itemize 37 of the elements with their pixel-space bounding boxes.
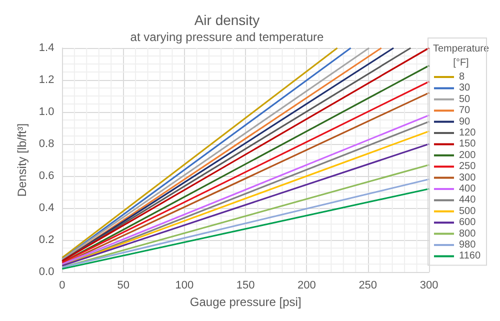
legend-label: 50 [459,94,471,105]
legend-label: 70 [459,105,471,116]
legend-label: 300 [459,172,476,184]
x-axis-title: Gauge pressure [psi] [190,295,302,309]
x-tick-label: 300 [420,280,438,292]
y-tick-label: 0.0 [38,266,54,278]
x-tick-label: 200 [298,280,316,292]
x-tick-label: 0 [59,280,66,292]
legend-title: Temperature [°F] [432,44,490,68]
legend-label: 90 [459,116,471,128]
legend-label: 250 [459,161,476,172]
legend-label: 150 [459,138,476,150]
legend-label: 440 [459,194,476,206]
y-tick-label: 0.4 [38,202,54,214]
y-tick-label: 1.4 [38,42,54,54]
chart-subtitle: at varying pressure and temperature [130,30,324,44]
legend-label: 120 [459,128,476,138]
x-tick-label: 250 [358,280,378,292]
y-tick-label: 1.0 [38,106,54,118]
x-tick-label: 50 [117,280,130,292]
legend-label: 600 [459,217,476,228]
legend-label: 800 [459,228,476,240]
y-axis-title: Density [lb/ft³] [15,123,29,197]
y-tick-label: 0.2 [38,234,54,246]
legend-label: 8 [459,72,465,82]
legend-label: 200 [459,150,476,161]
legend-label: 400 [459,184,476,194]
legend-label: 500 [459,206,476,217]
chart-title: Air density [194,12,260,28]
y-tick-label: 1.2 [38,74,54,86]
legend-label: 1160 [459,250,481,262]
legend-label: 980 [459,240,476,250]
legend-label: 30 [459,82,471,94]
y-tick-label: 0.6 [38,170,54,182]
x-tick-label: 100 [175,280,194,292]
x-tick-label: 150 [236,280,255,292]
y-tick-label: 0.8 [38,138,54,150]
